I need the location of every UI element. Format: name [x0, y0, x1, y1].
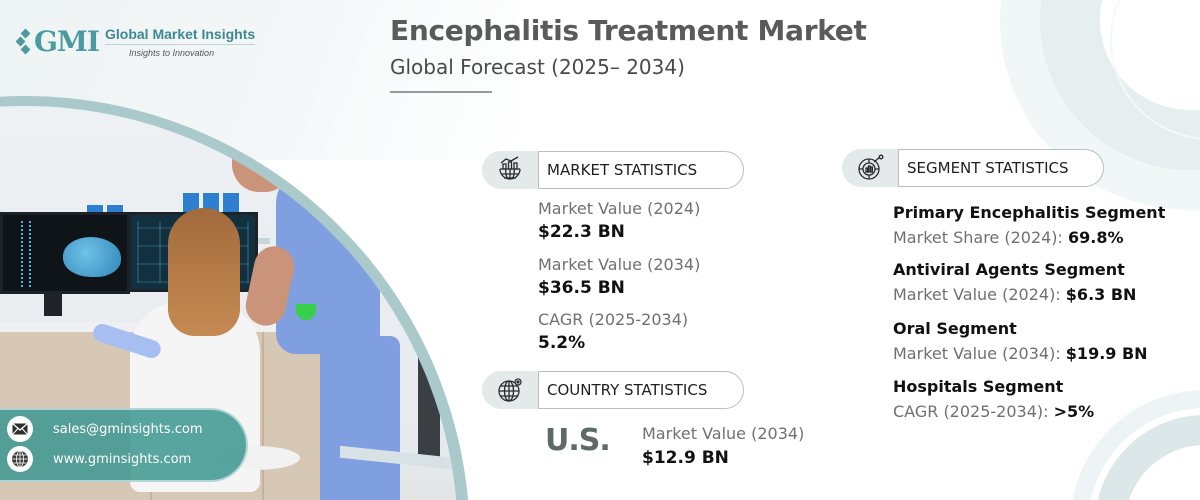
country-statistics-title: COUNTRY STATISTICS [538, 371, 744, 409]
segment-detail: Market Value (2024): $6.3 BN [893, 285, 1137, 304]
brand-name: Global Market Insights [105, 26, 256, 45]
segment-detail: Market Value (2034): $19.9 BN [893, 344, 1148, 363]
stat-label: CAGR (2025-2034) [538, 310, 689, 329]
page-title: Encephalitis Treatment Market [390, 14, 867, 47]
green-flask [296, 304, 316, 320]
doctor-body [276, 164, 380, 354]
country-stat-label: Market Value (2034) [642, 424, 805, 443]
segment-title: Antiviral Agents Segment [893, 260, 1125, 279]
stat-value: $22.3 BN [538, 222, 625, 242]
country-stat-value: $12.9 BN [642, 448, 729, 468]
market-statistics-header: MARKET STATISTICS [482, 151, 744, 189]
globe-icon [7, 446, 33, 472]
segment-detail: Market Share (2024): 69.8% [893, 228, 1124, 247]
page-subtitle: Global Forecast (2025– 2034) [390, 55, 685, 79]
stat-label: Market Value (2024) [538, 199, 701, 218]
stat-label: Market Value (2034) [538, 255, 701, 274]
market-statistics-title: MARKET STATISTICS [538, 151, 744, 189]
dna-graphic [21, 221, 31, 287]
logo-letters: GMI [34, 25, 100, 58]
researcher-hair [168, 208, 240, 336]
country-code: U.S. [545, 423, 611, 458]
logo-diamonds-icon [15, 28, 32, 56]
stat-value: 5.2% [538, 333, 586, 353]
segment-value: $6.3 BN [1065, 285, 1137, 304]
doctor-hair [228, 126, 294, 154]
side-monitor [418, 306, 440, 466]
brain-graphic [63, 237, 121, 277]
segment-value: >5% [1053, 402, 1095, 421]
envelope-icon [7, 416, 33, 442]
country-statistics-header: COUNTRY STATISTICS [482, 371, 744, 409]
website-link[interactable]: www.gminsights.com [53, 451, 192, 467]
contact-bar: sales@gminsights.com www.gminsights.com [0, 408, 248, 482]
segment-title: Oral Segment [893, 319, 1017, 338]
monitor-stand [44, 294, 62, 316]
globe-pin-icon [482, 371, 538, 409]
segment-statistics-title: SEGMENT STATISTICS [898, 149, 1104, 187]
segment-title: Hospitals Segment [893, 377, 1064, 396]
email-link[interactable]: sales@gminsights.com [53, 421, 203, 437]
segment-title: Primary Encephalitis Segment [893, 203, 1166, 222]
gmi-logo: GMI Global Market Insights Insights to I… [15, 25, 256, 58]
segment-value: 69.8% [1068, 228, 1124, 247]
contact-website[interactable]: www.gminsights.com [7, 446, 191, 472]
chart-globe-icon [482, 151, 538, 189]
segment-value: $19.9 BN [1065, 344, 1148, 363]
doctor-legs [320, 336, 400, 500]
brand-tagline: Insights to Innovation [129, 48, 215, 58]
segment-detail: CAGR (2025-2034): >5% [893, 402, 1095, 421]
pie-target-icon [842, 149, 898, 187]
stat-value: $36.5 BN [538, 278, 625, 298]
title-divider [390, 91, 492, 93]
logo-mark: GMI [15, 25, 100, 58]
monitor-brain-scan [0, 212, 130, 294]
segment-statistics-header: SEGMENT STATISTICS [842, 149, 1104, 187]
contact-email[interactable]: sales@gminsights.com [7, 416, 203, 442]
